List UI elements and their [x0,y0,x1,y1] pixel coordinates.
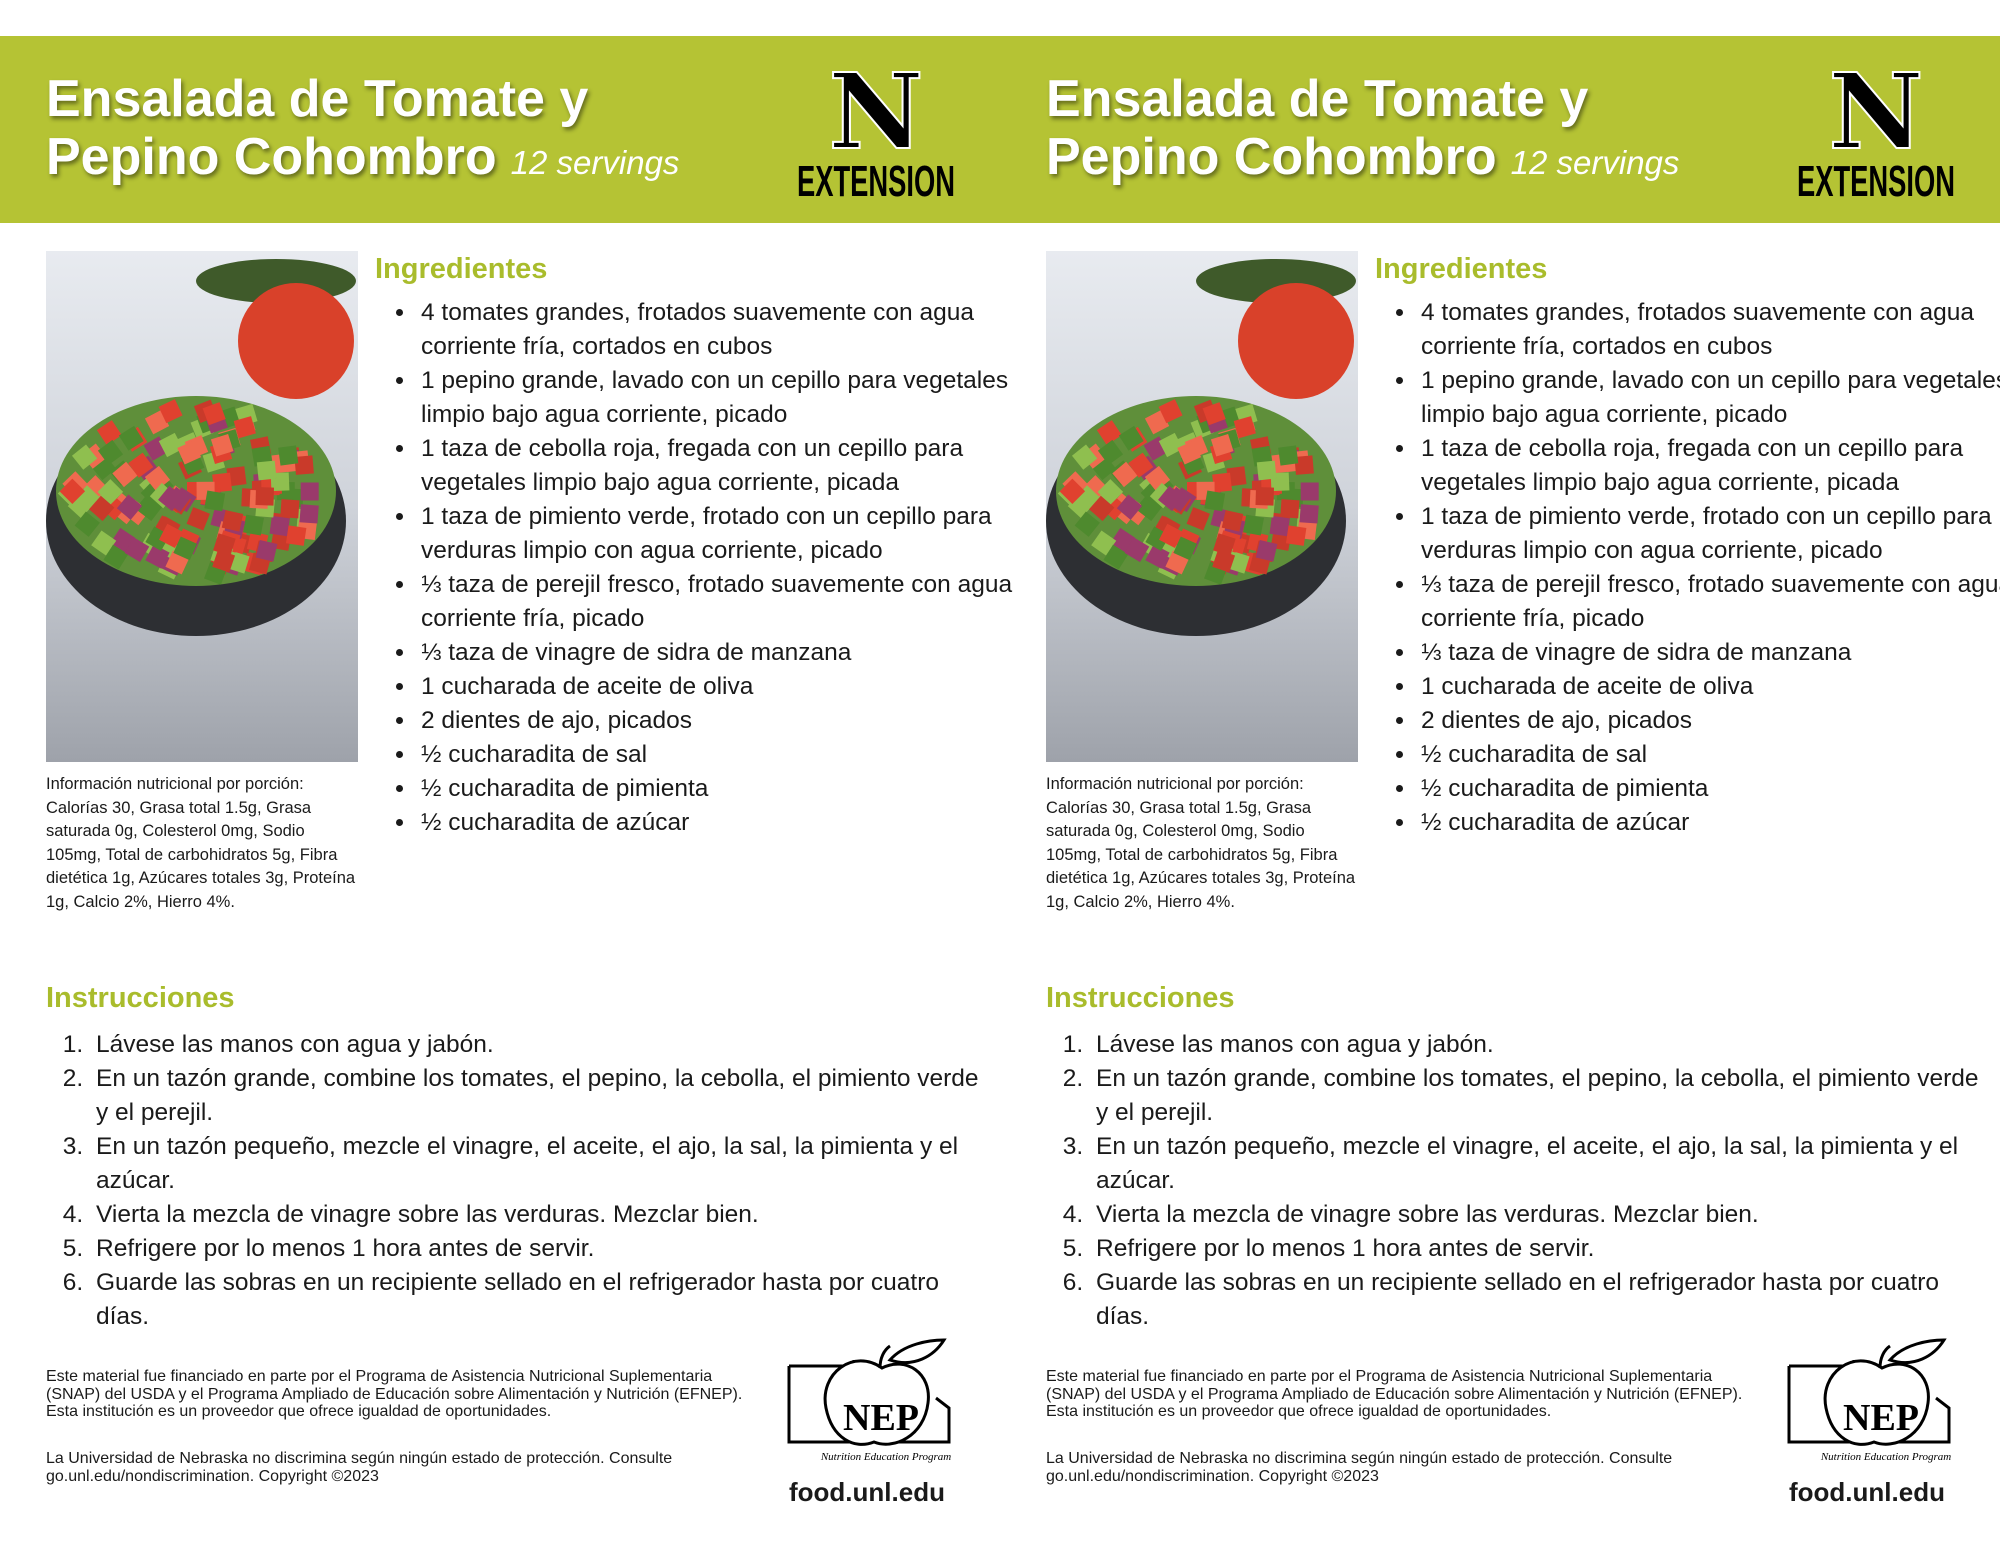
nep-mark: NEP [1843,1397,1919,1439]
section-heading: Ingredientes [1375,253,1548,285]
instruction-list: Lávese las manos con agua y jabón.En un … [46,1028,980,1334]
ingredient: ½ cucharadita de pimienta [1417,772,2000,806]
ingredient: 2 dientes de ajo, picados [417,704,1017,738]
recipe-card: Ensalada de Tomate y Pepino Cohombro 12 se… [1000,0,2000,1545]
instruction-step: En un tazón grande, combine los tomates,… [90,1062,980,1130]
instruction-step: En un tazón grande, combine los tomates,… [1090,1062,1980,1130]
instruction-step: Lávese las manos con agua y jabón. [1090,1028,1980,1062]
website: food.unl.edu [789,1477,945,1507]
nep-logo: NEP Nutrition Education Program [1787,1338,1951,1463]
instruction-step: Refrigere por lo menos 1 hora antes de s… [90,1232,980,1266]
ingredient: 1 cucharada de aceite de oliva [417,670,1017,704]
instruction-step: Lávese las manos con agua y jabón. [90,1028,980,1062]
ingredient: ½ cucharadita de pimienta [417,772,1017,806]
ingredient: 2 dientes de ajo, picados [1417,704,2000,738]
ingredient: 1 taza de cebolla roja, fregada con un c… [1417,432,2000,500]
ingredient: ⅓ taza de vinagre de sidra de manzana [1417,636,2000,670]
ingredient: ⅓ taza de vinagre de sidra de manzana [417,636,1017,670]
logo-mark: N [1828,64,1923,173]
ingredient: 1 taza de pimiento verde, frotado con un… [417,500,1017,568]
title: Ensalada de Tomate y Pepino Cohombro 12 se… [1046,70,1679,192]
title-line-2: Pepino Cohombro 12 servings [46,128,679,192]
nep-mark: NEP [843,1397,919,1439]
funding-note: Este material fue financiado en parte po… [1046,1368,1743,1420]
instruction-step: Vierta la mezcla de vinagre sobre las ve… [90,1198,980,1232]
ingredient: ⅓ taza de perejil fresco, frotado suavem… [417,568,1017,636]
servings: 12 servings [1510,144,1680,181]
ingredient: 4 tomates grandes, frotados suavemente c… [417,296,1017,364]
logo-label: EXTENSION [1797,157,1955,204]
ingredient: ½ cucharadita de sal [1417,738,2000,772]
ingredient: 4 tomates grandes, frotados suavemente c… [1417,296,2000,364]
nep-label: Nutrition Education Program [1820,1451,1951,1463]
ingredient: ⅓ taza de perejil fresco, frotado suavem… [1417,568,2000,636]
nondiscrimination-note: La Universidad de Nebraska no discrimina… [1046,1450,1673,1485]
ingredient-list: 4 tomates grandes, frotados suavemente c… [375,296,1017,840]
ingredient: ½ cucharadita de sal [417,738,1017,772]
ingredient: ½ cucharadita de azúcar [417,806,1017,840]
nutrition-info: Información nutricional por porción: Cal… [1046,775,1356,911]
instruction-step: Guarde las sobras en un recipiente sella… [90,1266,980,1334]
header-band [0,36,2000,223]
logo-mark: N [828,64,923,173]
ingredient: 1 taza de pimiento verde, frotado con un… [1417,500,2000,568]
section-heading: Instrucciones [46,982,235,1014]
logo-label: EXTENSION [797,157,955,204]
instruction-list: Lávese las manos con agua y jabón.En un … [1046,1028,1980,1334]
instruction-step: En un tazón pequeño, mezcle el vinagre, … [90,1130,980,1198]
ingredient: 1 taza de cebolla roja, fregada con un c… [417,432,1017,500]
salad-photo [1046,251,1358,762]
ingredient-list: 4 tomates grandes, frotados suavemente c… [1375,296,2000,840]
section-heading: Instrucciones [1046,982,1235,1014]
nondiscrimination-note: La Universidad de Nebraska no discrimina… [46,1450,673,1485]
ingredient: 1 pepino grande, lavado con un cepillo p… [417,364,1017,432]
instruction-step: Refrigere por lo menos 1 hora antes de s… [1090,1232,1980,1266]
ingredient: ½ cucharadita de azúcar [1417,806,2000,840]
salad-photo [46,251,358,762]
nutrition-info: Información nutricional por porción: Cal… [46,775,356,911]
instruction-step: Guarde las sobras en un recipiente sella… [1090,1266,1980,1334]
title-line: Ensalada de Tomate y [1046,70,1589,128]
title: Ensalada de Tomate y Pepino Cohombro 12 se… [46,70,679,192]
nep-logo: NEP Nutrition Education Program [787,1338,951,1463]
nep-label: Nutrition Education Program [820,1451,951,1463]
recipe-card: Ensalada de Tomate y Pepino Cohombro 12 se… [0,0,1000,1545]
funding-note: Este material fue financiado en parte po… [46,1368,743,1420]
section-heading: Ingredientes [375,253,548,285]
ingredient: 1 pepino grande, lavado con un cepillo p… [1417,364,2000,432]
servings: 12 servings [510,144,680,181]
instruction-step: Vierta la mezcla de vinagre sobre las ve… [1090,1198,1980,1232]
ingredient: 1 cucharada de aceite de oliva [1417,670,2000,704]
title-line: Ensalada de Tomate y [46,70,589,128]
title-line: Pepino Cohombro [46,128,497,186]
website: food.unl.edu [1789,1477,1945,1507]
instruction-step: En un tazón pequeño, mezcle el vinagre, … [1090,1130,1980,1198]
title-line-2: Pepino Cohombro 12 servings [1046,128,1679,192]
title-line: Pepino Cohombro [1046,128,1497,186]
